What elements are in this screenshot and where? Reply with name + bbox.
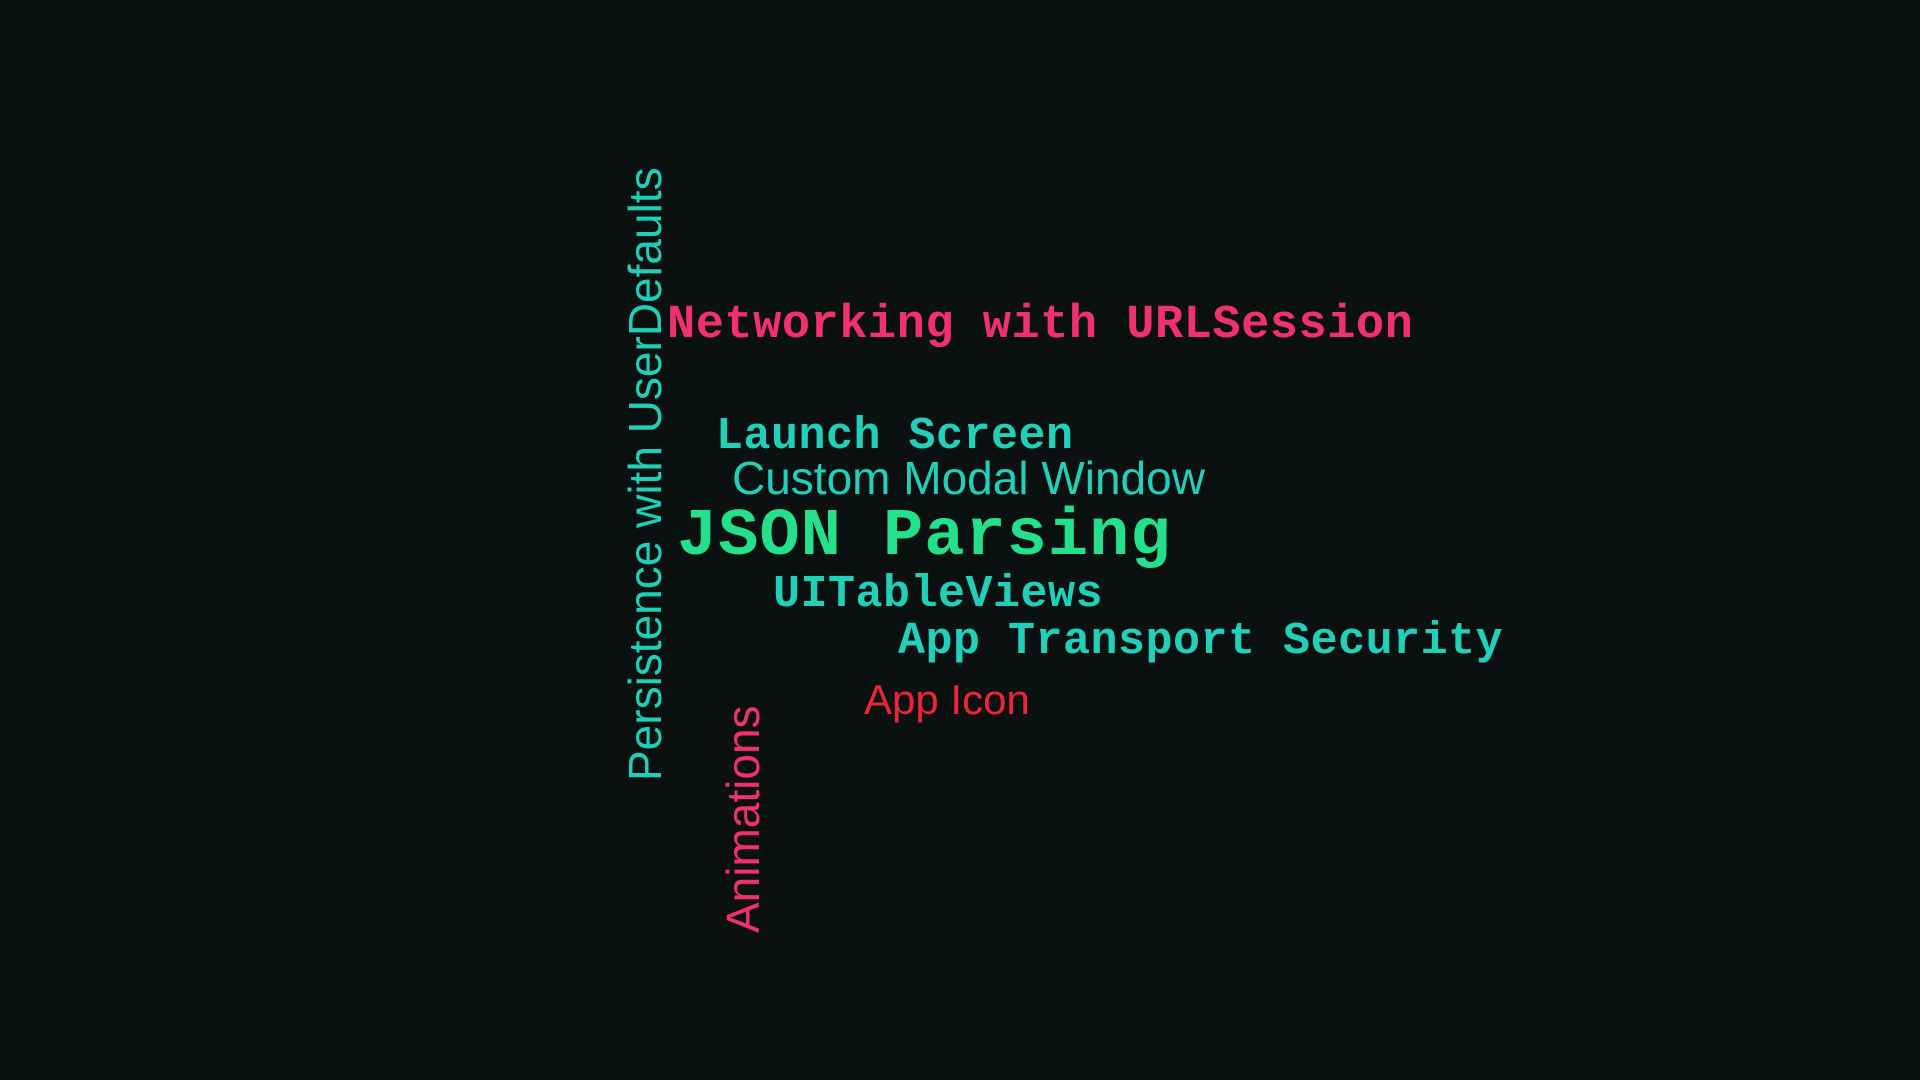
word-uitableviews: UITableViews (773, 569, 1104, 620)
word-launch-screen: Launch Screen (716, 411, 1074, 462)
word-networking-with-urlsession: Networking with URLSession (667, 299, 1414, 352)
word-app-icon: App Icon (864, 676, 1030, 723)
word-custom-modal-window: Custom Modal Window (732, 452, 1205, 504)
word-app-transport-security: App Transport Security (898, 616, 1504, 667)
word-animations: Animations (717, 705, 769, 933)
word-json-parsing: JSON Parsing (677, 499, 1172, 575)
word-persistence-with-userdefaults: Persistence with UserDefaults (619, 167, 671, 781)
